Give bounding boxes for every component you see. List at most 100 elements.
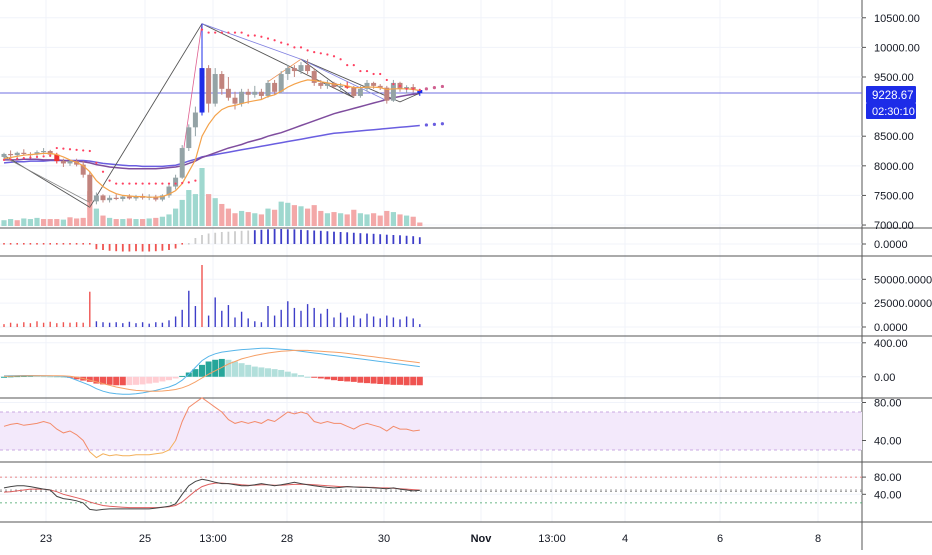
candle[interactable] <box>60 161 66 164</box>
macd-histogram-bar[interactable] <box>284 371 291 377</box>
macd-histogram-bar[interactable] <box>245 364 252 377</box>
time-axis[interactable]: 23 25 13:00 28 30 Nov 13:00 4 6 8 <box>0 521 932 545</box>
macd-histogram-bar[interactable] <box>166 376 172 381</box>
volume-bar[interactable] <box>384 210 390 226</box>
macd-histogram-bar[interactable] <box>377 376 384 384</box>
volume-bar[interactable] <box>417 222 423 226</box>
candle[interactable] <box>179 148 185 178</box>
macd-histogram-bar[interactable] <box>251 366 258 377</box>
macd-histogram-bar[interactable] <box>278 369 285 377</box>
macd-histogram-bar[interactable] <box>179 375 186 377</box>
macd-histogram-bar[interactable] <box>60 376 67 378</box>
candle[interactable] <box>120 196 126 199</box>
osc-bar[interactable] <box>253 230 256 244</box>
macd-histogram-bar[interactable] <box>106 376 113 385</box>
macd-histogram-bar[interactable] <box>47 376 54 378</box>
osc-bar[interactable] <box>346 232 349 244</box>
candle[interactable] <box>390 82 396 101</box>
macd-histogram-bar[interactable] <box>317 376 324 379</box>
volume-bar[interactable] <box>371 213 377 226</box>
macd-histogram-bar[interactable] <box>139 376 146 385</box>
candle[interactable] <box>166 186 172 196</box>
candle[interactable] <box>8 153 14 156</box>
osc-bar[interactable] <box>240 230 243 244</box>
volume-bar[interactable] <box>305 208 311 226</box>
candle[interactable] <box>54 154 60 162</box>
osc-bar[interactable] <box>207 233 210 245</box>
macd-histogram-bar[interactable] <box>344 376 351 382</box>
candle[interactable] <box>186 127 192 149</box>
candle[interactable] <box>265 82 271 96</box>
macd-histogram-bar[interactable] <box>159 376 166 382</box>
macd-histogram-bar[interactable] <box>331 376 337 381</box>
candle[interactable] <box>41 151 47 153</box>
volume-bar[interactable] <box>47 219 53 226</box>
macd-histogram-bar[interactable] <box>93 376 100 384</box>
volume-bar[interactable] <box>206 194 212 226</box>
osc-bar[interactable] <box>108 244 111 251</box>
volume-bar[interactable] <box>245 212 251 226</box>
volume-bar[interactable] <box>232 213 238 226</box>
volume-bar[interactable] <box>107 217 113 226</box>
candle[interactable] <box>159 195 165 200</box>
volume-bar[interactable] <box>133 219 139 226</box>
candle[interactable] <box>93 195 99 202</box>
candle[interactable] <box>113 197 119 199</box>
volume-bar[interactable] <box>179 199 185 226</box>
candle[interactable] <box>126 196 132 199</box>
volume-bar[interactable] <box>285 202 291 226</box>
volume-bar[interactable] <box>140 219 146 226</box>
macd-histogram-bar[interactable] <box>212 359 219 377</box>
osc-bar[interactable] <box>227 231 230 244</box>
osc-bar[interactable] <box>234 231 236 244</box>
candle[interactable] <box>239 91 245 104</box>
macd-histogram-bar[interactable] <box>205 361 212 377</box>
candle[interactable] <box>212 74 218 104</box>
candle[interactable] <box>47 151 53 155</box>
osc-bar[interactable] <box>148 244 151 252</box>
volume-bar[interactable] <box>377 215 383 226</box>
candle[interactable] <box>417 90 423 94</box>
volume-bar[interactable] <box>291 205 297 226</box>
macd-histogram-bar[interactable] <box>100 376 106 385</box>
macd-histogram-bar[interactable] <box>199 364 205 377</box>
osc-bar[interactable] <box>286 229 289 244</box>
volume-bar[interactable] <box>146 218 152 226</box>
volume-bar[interactable] <box>159 216 165 226</box>
volume-bar[interactable] <box>410 216 416 226</box>
candle[interactable] <box>364 82 370 89</box>
macd-histogram-bar[interactable] <box>1 376 7 378</box>
macd-histogram-bar[interactable] <box>126 376 133 386</box>
macd-histogram-bar[interactable] <box>403 376 410 386</box>
volume-bar[interactable] <box>1 220 7 226</box>
volume-bar[interactable] <box>404 215 410 226</box>
price-pane[interactable] <box>0 23 862 226</box>
osc-bar[interactable] <box>220 232 223 244</box>
volume-bar[interactable] <box>212 198 218 226</box>
macd-histogram-bar[interactable] <box>232 361 238 377</box>
rsi-pane[interactable] <box>0 397 862 459</box>
osc-bar[interactable] <box>326 231 329 244</box>
osc-bar[interactable] <box>313 230 316 245</box>
volume-bar[interactable] <box>390 212 396 226</box>
macd-histogram-bar[interactable] <box>304 376 311 378</box>
macd-histogram-bar[interactable] <box>364 376 370 384</box>
candle[interactable] <box>305 65 311 72</box>
macd-histogram-bar[interactable] <box>324 376 331 380</box>
macd-histogram-bar[interactable] <box>311 376 318 378</box>
volume-bar[interactable] <box>351 209 357 226</box>
volume-bar[interactable] <box>153 217 159 226</box>
candle[interactable] <box>21 152 27 154</box>
candle[interactable] <box>87 174 93 202</box>
volume-bar[interactable] <box>166 214 172 226</box>
osc-bar[interactable] <box>418 237 421 244</box>
osc-bar[interactable] <box>333 231 335 244</box>
osc-bar[interactable] <box>154 244 157 252</box>
candle[interactable] <box>245 91 251 95</box>
macd-histogram-bar[interactable] <box>152 376 159 383</box>
oscillator-pane[interactable] <box>3 229 421 252</box>
macd-histogram-bar[interactable] <box>337 376 344 382</box>
volume-bar[interactable] <box>74 218 80 226</box>
candle[interactable] <box>192 112 198 128</box>
